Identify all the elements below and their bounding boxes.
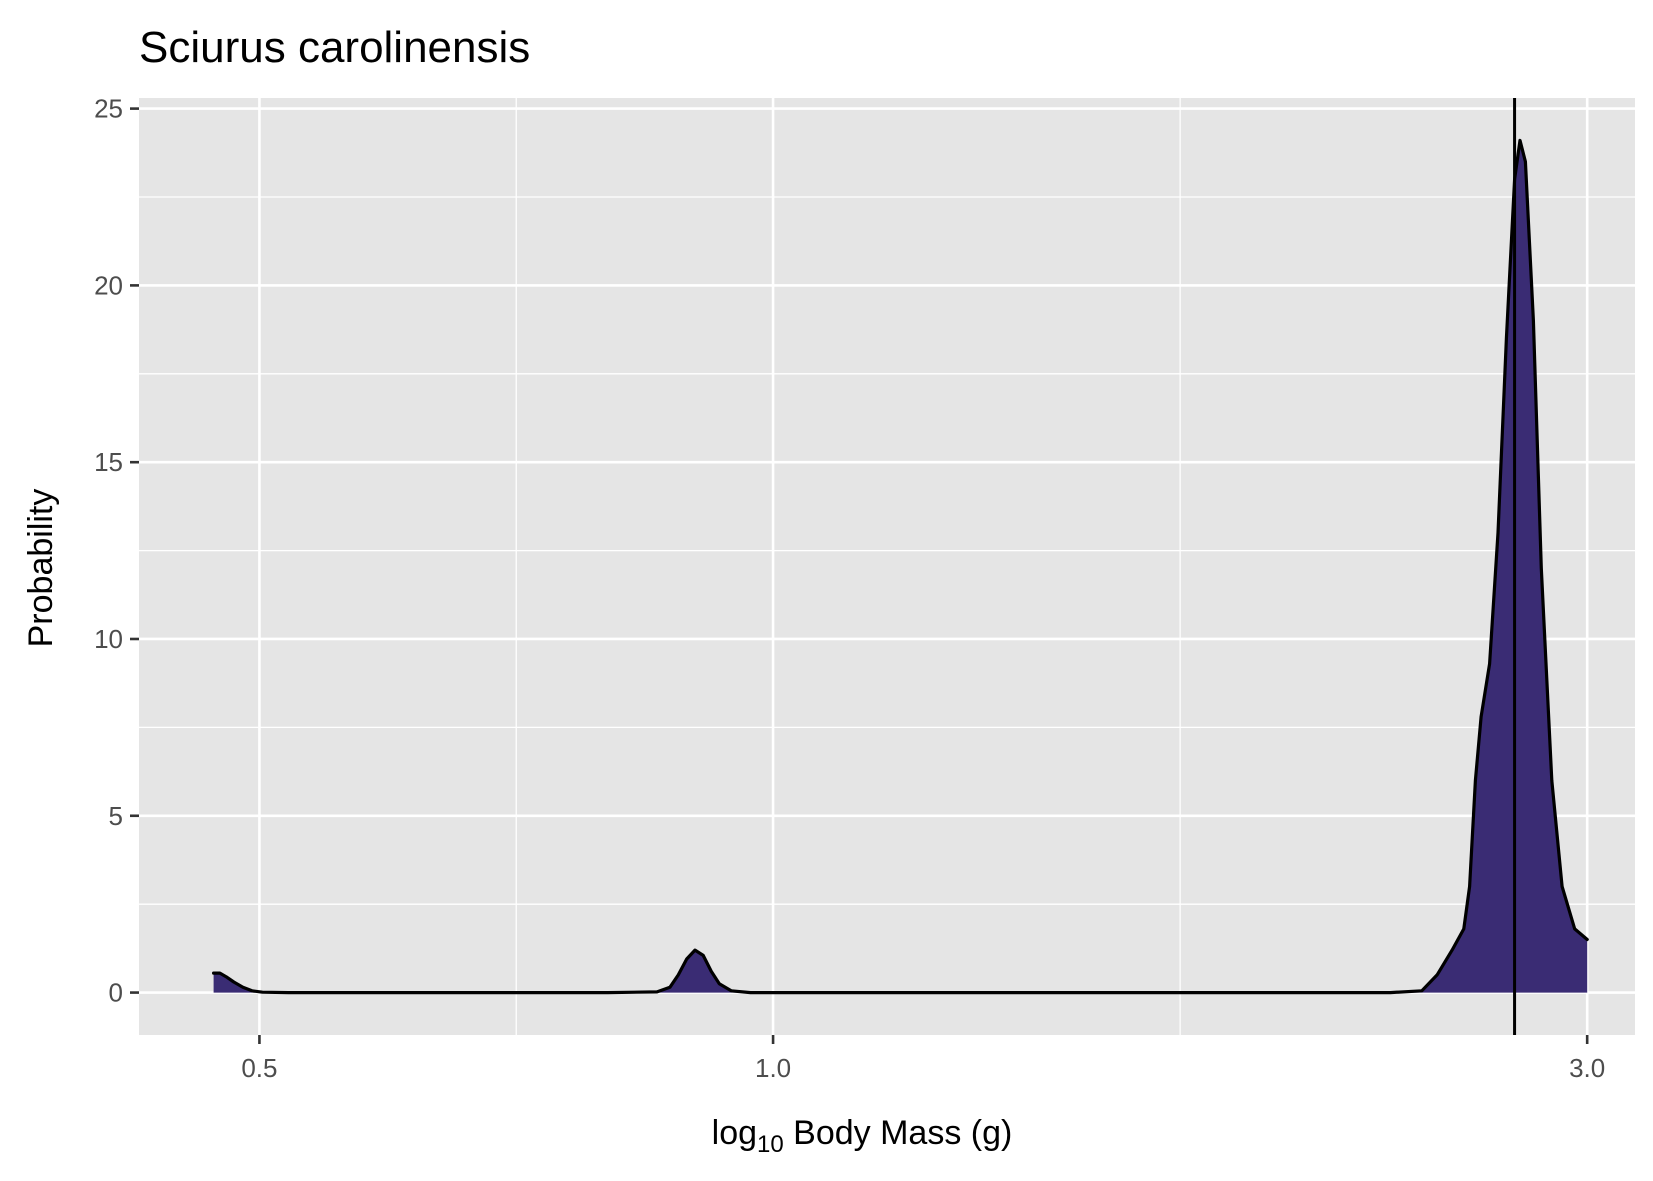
major-gridlines: [139, 98, 1635, 1035]
plot-panel: [139, 98, 1635, 1035]
x-tick-label: 1.0: [755, 1053, 791, 1083]
minor-gridlines: [139, 98, 1635, 1035]
density-line: [212, 138, 1589, 995]
x-axis-title: log10 Body Mass (g): [712, 1114, 1013, 1158]
density-layer: [212, 138, 1589, 995]
y-axis-title: Probability: [22, 489, 60, 648]
y-tick-label: 15: [94, 447, 123, 477]
x-tick-label: 3.0: [1569, 1053, 1605, 1083]
x-axis-title-prefix: log: [712, 1114, 757, 1152]
y-tick-label: 10: [94, 624, 123, 654]
chart-title: Sciurus carolinensis: [139, 23, 530, 72]
y-tick-label: 0: [109, 978, 123, 1008]
y-tick-label: 25: [94, 94, 123, 124]
x-tick-label: 0.5: [241, 1053, 277, 1083]
x-axis-title-subscript: 10: [757, 1131, 784, 1158]
y-axis: 0 5 10 15 20 25: [94, 94, 139, 1008]
y-tick-label: 5: [109, 801, 123, 831]
x-axis-title-suffix: Body Mass (g): [784, 1114, 1013, 1152]
x-axis: 0.5 1.0 3.0: [241, 1035, 1605, 1083]
y-tick-label: 20: [94, 270, 123, 300]
